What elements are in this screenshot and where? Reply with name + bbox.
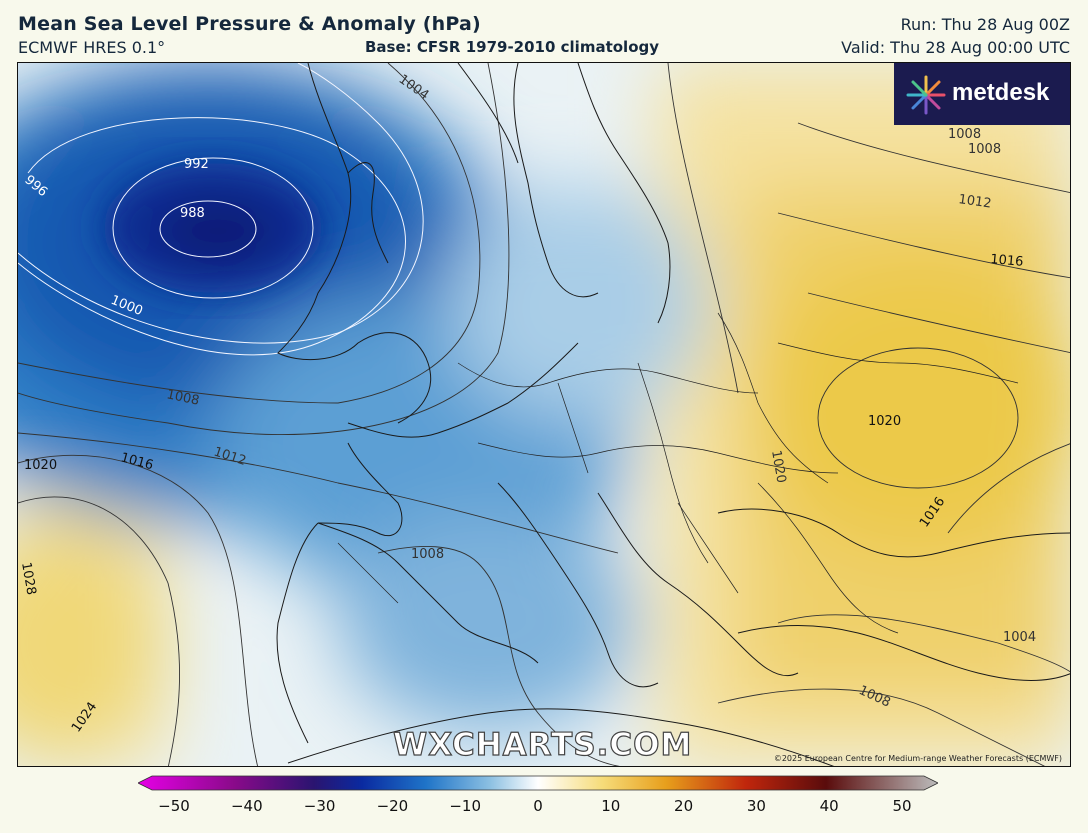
isobar-label: 1012: [957, 192, 992, 211]
isobar-label: 1008: [968, 142, 1001, 157]
isobar-label: 1020: [868, 414, 901, 429]
colorbar-tick-label: −30: [303, 797, 336, 815]
colorbar-tick-label: 30: [746, 797, 766, 815]
colorbar-tick-label: −10: [449, 797, 482, 815]
pressure-anomaly-map[interactable]: 992 988 996 1000 1004 1008 1008 1012 101…: [17, 62, 1071, 767]
low-center: [103, 163, 323, 293]
colorbar-tick-label: 40: [819, 797, 839, 815]
colorbar-tick-label: 50: [892, 797, 912, 815]
map-canvas: 992 988 996 1000 1004 1008 1008 1012 101…: [18, 63, 1070, 766]
metdesk-logo: [894, 63, 1070, 125]
colorbar-tick-label: −50: [158, 797, 190, 815]
logo-burst-icon: [906, 75, 946, 115]
isobar-label: 1008: [948, 127, 981, 142]
colorbar-tick-label: 20: [674, 797, 694, 815]
colorbar-tick-label: −20: [376, 797, 409, 815]
logo-text: metdesk: [952, 79, 1050, 106]
isobar-label: 1028: [18, 561, 39, 596]
model-label: ECMWF HRES 0.1°: [18, 38, 166, 57]
borders: [337, 312, 1019, 634]
copyright-notice: ©2025 European Centre for Medium-range W…: [773, 754, 1062, 763]
colorbar-tick-label: 0: [533, 797, 543, 815]
chart-title: Mean Sea Level Pressure & Anomaly (hPa): [18, 13, 481, 35]
run-time-label: Run: Thu 28 Aug 00Z: [900, 15, 1070, 34]
isobar-label: 988: [180, 206, 205, 221]
isobar-label: 992: [184, 157, 209, 172]
watermark: WXCHARTS.COM: [392, 726, 693, 763]
isobar-label: 1004: [1003, 630, 1036, 645]
isobar-label: 1020: [24, 458, 57, 473]
isobars-dark: [18, 63, 1070, 766]
isobar-label: 1020: [768, 449, 789, 484]
isobar-label: 1008: [165, 387, 200, 409]
isobar-label: 1016: [990, 252, 1024, 270]
isobar-label: 1008: [411, 547, 444, 562]
colorbar: [138, 775, 938, 791]
colorbar-tick-label: 10: [601, 797, 621, 815]
colorbar-tick-label: −40: [230, 797, 263, 815]
coastlines: [276, 63, 1070, 766]
isobars-white: [18, 63, 424, 356]
anomaly-field: [18, 63, 1070, 766]
valid-time-label: Valid: Thu 28 Aug 00:00 UTC: [841, 38, 1070, 57]
climatology-base-label: Base: CFSR 1979-2010 climatology: [365, 38, 660, 56]
